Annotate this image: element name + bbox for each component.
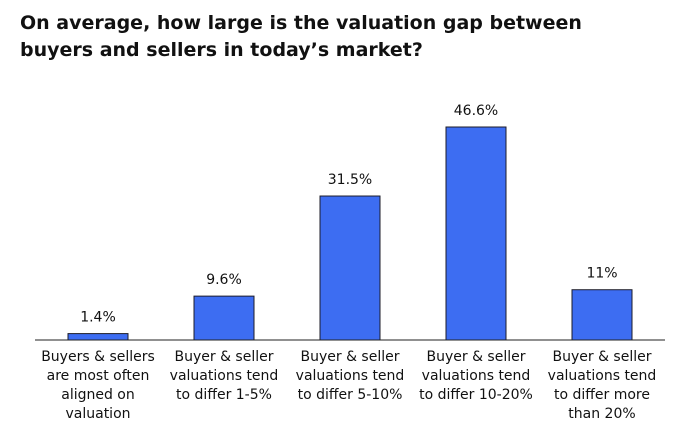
value-label: 1.4%: [80, 310, 116, 326]
x-tick-label: Buyer & seller valuations tend to differ…: [169, 349, 279, 403]
bar: [319, 195, 381, 341]
x-tick-label: Buyer & seller valuations tend to differ…: [547, 349, 657, 422]
value-label: 46.6%: [454, 103, 498, 119]
bar: [445, 126, 507, 341]
chart-title: On average, how large is the valuation g…: [20, 12, 582, 61]
bar: [67, 333, 129, 341]
value-label: 31.5%: [328, 172, 372, 188]
bar: [193, 295, 255, 341]
x-tick-label: Buyers & sellers are most often aligned …: [41, 349, 155, 422]
value-label: 9.6%: [206, 272, 242, 288]
bar: [571, 289, 633, 341]
value-label: 11%: [586, 266, 617, 282]
x-tick-label: Buyer & seller valuations tend to differ…: [295, 349, 405, 403]
x-tick-label: Buyer & seller valuations tend to differ…: [419, 349, 533, 403]
